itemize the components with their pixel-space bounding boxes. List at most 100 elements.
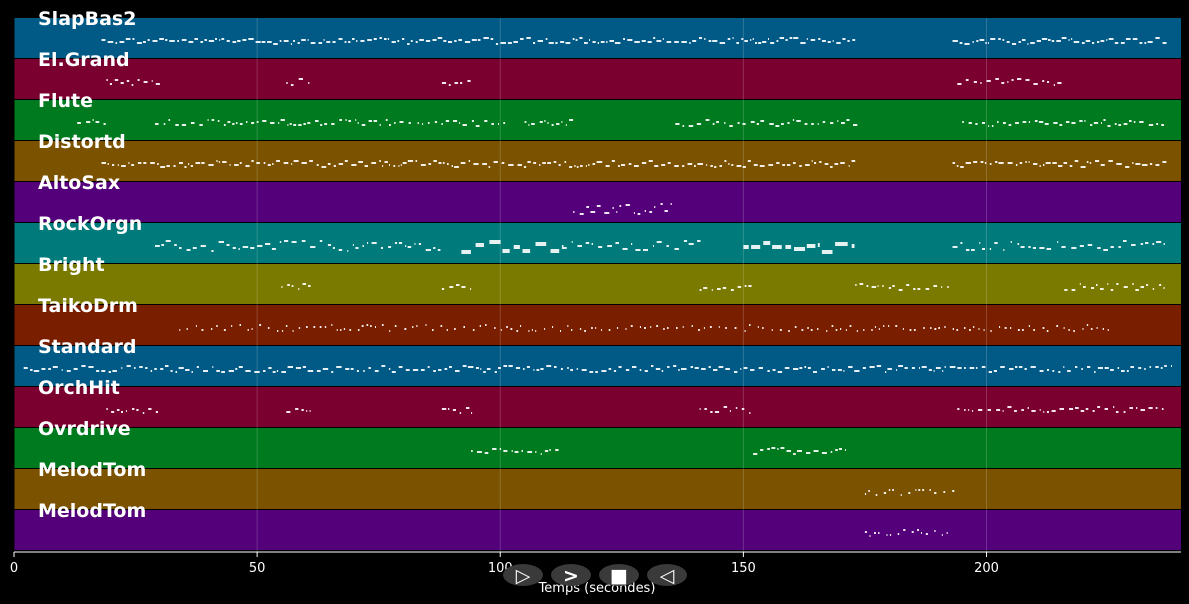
note <box>598 246 603 248</box>
note <box>1004 327 1007 329</box>
note <box>186 249 191 251</box>
note <box>717 288 721 290</box>
note <box>1108 160 1113 162</box>
note <box>177 40 179 42</box>
note <box>895 325 898 327</box>
note <box>345 119 347 121</box>
note <box>488 166 491 168</box>
track-lane-8 <box>14 305 1181 345</box>
note <box>632 366 637 368</box>
note <box>1015 122 1019 124</box>
note <box>1068 329 1070 331</box>
note <box>639 369 642 371</box>
note <box>864 493 867 495</box>
note <box>591 243 593 245</box>
stop-button[interactable]: ■ <box>599 564 639 587</box>
note <box>701 368 706 370</box>
note <box>556 123 560 125</box>
note <box>957 83 962 85</box>
fast-forward-button[interactable]: > <box>551 564 591 587</box>
play-outline-button[interactable]: ▷ <box>503 564 543 587</box>
note <box>155 123 159 125</box>
note <box>1027 43 1029 45</box>
note <box>616 327 619 329</box>
note <box>196 366 199 368</box>
note <box>315 120 319 122</box>
rewind-button[interactable]: ◁ <box>647 564 687 587</box>
note <box>589 371 594 373</box>
note <box>391 41 396 43</box>
note <box>221 38 225 40</box>
note <box>622 248 628 250</box>
note <box>290 84 294 86</box>
note <box>841 122 845 124</box>
note <box>678 369 680 371</box>
note <box>471 39 477 41</box>
note <box>1058 165 1063 167</box>
note <box>363 370 365 372</box>
note <box>1103 249 1108 251</box>
note <box>1086 161 1089 163</box>
note <box>1125 38 1131 40</box>
note <box>982 248 985 250</box>
track-label-12: MelodTom <box>38 459 146 481</box>
note <box>987 409 991 411</box>
note <box>968 122 972 124</box>
note <box>1164 365 1167 367</box>
note <box>381 324 384 326</box>
note <box>389 124 391 126</box>
note <box>918 489 921 491</box>
note <box>1116 283 1119 285</box>
note <box>128 162 130 164</box>
note <box>871 329 873 331</box>
note <box>1130 366 1134 368</box>
note <box>352 244 354 246</box>
note <box>1051 40 1055 42</box>
note <box>1031 410 1036 412</box>
note <box>811 160 813 162</box>
note <box>956 329 959 331</box>
note <box>817 123 819 125</box>
note <box>650 326 652 328</box>
note <box>558 164 561 166</box>
note <box>216 325 218 327</box>
note <box>134 367 136 369</box>
note <box>1140 243 1144 245</box>
note <box>1123 286 1128 288</box>
note <box>503 122 506 124</box>
control-bg <box>647 564 687 586</box>
note <box>302 366 306 368</box>
note <box>368 367 371 369</box>
note <box>1043 411 1045 413</box>
note <box>929 489 931 491</box>
note <box>281 286 283 288</box>
note <box>238 366 243 368</box>
note <box>420 369 425 371</box>
note <box>238 248 240 250</box>
note <box>988 371 992 373</box>
note <box>601 329 602 331</box>
note <box>544 120 546 122</box>
note <box>348 120 351 122</box>
note <box>591 327 593 329</box>
playback-controls[interactable]: ▷ > ■ ◁ <box>503 564 687 587</box>
note <box>777 448 779 450</box>
note <box>33 370 40 372</box>
note <box>898 365 903 367</box>
note <box>416 325 418 327</box>
note <box>215 38 217 40</box>
note <box>301 409 304 411</box>
note <box>1163 287 1165 289</box>
note <box>943 491 946 493</box>
note <box>152 40 158 42</box>
note <box>537 40 543 42</box>
note <box>681 368 687 370</box>
note <box>1024 368 1027 370</box>
note <box>990 330 992 332</box>
note <box>1030 42 1035 44</box>
note <box>588 164 590 166</box>
note <box>826 330 828 332</box>
note <box>1144 368 1146 370</box>
note <box>437 249 441 251</box>
